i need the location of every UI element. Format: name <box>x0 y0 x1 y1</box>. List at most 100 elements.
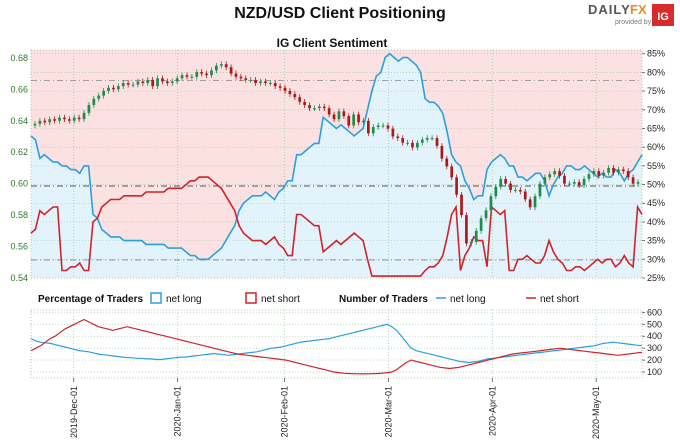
price-candle <box>166 78 169 86</box>
price-candle-body <box>538 183 542 197</box>
legend-group-number-title: Number of Traders <box>339 294 428 305</box>
price-candle <box>568 180 571 187</box>
price-candle <box>317 103 321 112</box>
price-candle <box>465 212 468 247</box>
price-candle-body <box>592 171 596 175</box>
price-candle <box>308 102 311 112</box>
right-axis-tick-label: 35% <box>647 236 665 246</box>
sentiment-subtitle: IG Client Sentiment <box>277 36 388 50</box>
price-candle-body <box>558 171 561 176</box>
price-candle-body <box>568 183 571 185</box>
price-candle-body <box>342 111 346 117</box>
net-long-region <box>31 53 642 279</box>
price-candle <box>626 168 630 181</box>
price-candle <box>572 179 576 187</box>
price-candle-body <box>195 72 199 77</box>
price-candle <box>455 174 458 198</box>
price-candle <box>224 61 228 71</box>
right-axis-tick-label: 65% <box>647 123 665 133</box>
price-candle <box>411 139 414 151</box>
price-candle <box>219 61 223 69</box>
price-candle-body <box>136 81 140 85</box>
right-axis-tick-label: 55% <box>647 161 665 171</box>
price-candle <box>548 171 552 181</box>
price-candle-body <box>386 125 390 129</box>
price-candle-body <box>435 138 439 146</box>
price-candle-body <box>597 171 601 176</box>
price-candle-body <box>185 75 189 77</box>
price-candle <box>195 69 199 80</box>
net-short-percent-line <box>30 176 643 277</box>
price-candle <box>563 172 566 187</box>
price-candle-body <box>63 117 66 120</box>
price-candle-body <box>151 79 155 87</box>
right-axis-tick-label: 50% <box>647 180 665 190</box>
price-candle-body <box>303 101 306 106</box>
price-candle-body <box>229 67 233 74</box>
price-candle-body <box>636 182 640 184</box>
price-candle <box>357 111 360 126</box>
left-axis-tick-label: 0.64 <box>10 116 28 126</box>
price-candle-body <box>440 145 444 159</box>
price-candle-body <box>371 127 375 134</box>
main-chart: 0.68 0.66 0.64 0.62 0.60 0.58 0.56 0.54 85% 80% 75… <box>10 49 665 283</box>
price-candle <box>298 94 302 105</box>
price-candle <box>396 133 400 141</box>
price-candle <box>489 193 493 214</box>
price-candle-body <box>121 83 125 87</box>
price-candle <box>288 88 292 97</box>
price-candle-body <box>494 186 498 197</box>
price-candle-body <box>626 171 630 178</box>
price-candle-body <box>401 138 405 143</box>
price-candle-body <box>528 199 532 208</box>
price-candle <box>504 176 507 187</box>
x-axis-tick-label: 2020-Feb-01 <box>280 386 290 438</box>
net-short-region <box>31 50 642 260</box>
price-candle-body <box>180 75 184 79</box>
price-candle-body <box>582 178 586 186</box>
price-candle <box>401 135 405 146</box>
price-candle <box>479 215 483 234</box>
price-candle-body <box>621 169 625 172</box>
price-candle <box>577 179 581 189</box>
price-candle-body <box>612 167 615 173</box>
price-candle-body <box>445 158 449 167</box>
price-candle-body <box>43 120 47 123</box>
price-candle-body <box>205 73 208 76</box>
price-candle-body <box>607 167 610 173</box>
chart-title: NZD/USD Client Positioning <box>234 5 446 22</box>
price-candle <box>58 114 61 124</box>
price-candle <box>362 117 365 126</box>
price-candle-body <box>332 114 336 120</box>
lower-axis-tick-label: 600 <box>647 307 662 317</box>
price-candle <box>518 187 522 195</box>
price-candle-body <box>200 72 204 74</box>
price-candle <box>63 114 66 123</box>
price-candle-body <box>479 218 483 231</box>
price-candle <box>621 166 625 174</box>
legend-num-short-label: net short <box>540 294 579 305</box>
price-candle <box>636 179 640 187</box>
price-candle-body <box>430 138 434 140</box>
right-axis-tick-label: 80% <box>647 67 665 77</box>
price-candle-body <box>239 76 243 79</box>
price-candle <box>249 77 253 83</box>
price-candle <box>425 135 429 143</box>
price-candle <box>528 196 532 211</box>
left-axis-tick-label: 0.54 <box>10 273 28 283</box>
right-axis-tick-label: 45% <box>647 198 665 208</box>
price-candle-body <box>161 78 164 82</box>
price-candle-body <box>77 117 81 120</box>
legend-pct-short-swatch <box>245 292 257 304</box>
price-candle <box>322 103 326 112</box>
price-candle <box>352 111 356 129</box>
price-candle <box>190 73 194 80</box>
price-candle-body <box>298 97 302 102</box>
price-candle-body <box>411 142 414 148</box>
price-candle-body <box>469 241 473 244</box>
price-candle-body <box>474 230 478 242</box>
price-candle-body <box>337 111 341 120</box>
price-candle <box>474 227 478 245</box>
left-axis-tick-label: 0.66 <box>10 84 28 94</box>
